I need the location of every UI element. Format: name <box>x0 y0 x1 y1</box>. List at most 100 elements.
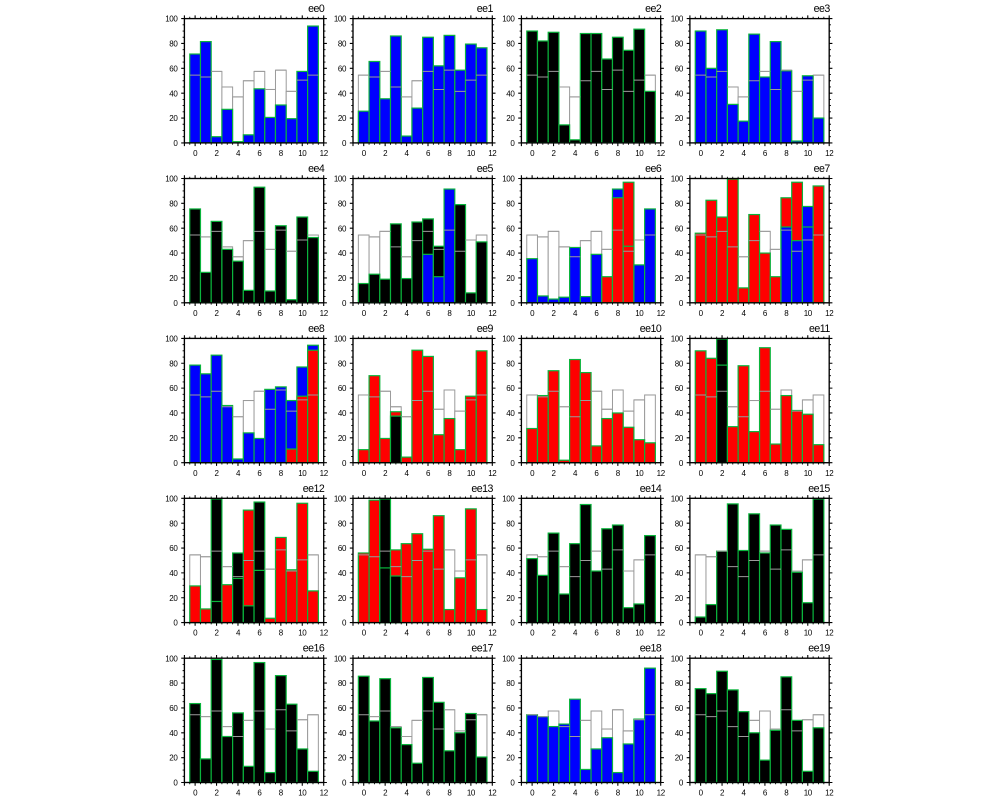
svg-text:40: 40 <box>675 409 684 418</box>
svg-text:20: 20 <box>169 594 178 603</box>
svg-text:6: 6 <box>763 309 768 318</box>
svg-text:2: 2 <box>552 789 557 798</box>
svg-text:2: 2 <box>552 309 557 318</box>
svg-text:0: 0 <box>342 459 347 468</box>
svg-text:80: 80 <box>338 199 347 208</box>
svg-text:6: 6 <box>257 629 262 638</box>
svg-text:2: 2 <box>720 309 725 318</box>
svg-text:0: 0 <box>510 299 515 308</box>
svg-text:8: 8 <box>279 789 284 798</box>
svg-text:80: 80 <box>675 359 684 368</box>
svg-text:12: 12 <box>657 309 666 318</box>
svg-text:ee0: ee0 <box>308 3 325 15</box>
svg-text:0: 0 <box>173 619 178 628</box>
svg-text:40: 40 <box>338 409 347 418</box>
svg-text:40: 40 <box>169 569 178 578</box>
svg-text:10: 10 <box>635 149 644 158</box>
svg-text:0: 0 <box>193 149 198 158</box>
svg-text:0: 0 <box>342 779 347 788</box>
svg-text:0: 0 <box>699 629 704 638</box>
svg-text:20: 20 <box>338 434 347 443</box>
svg-text:40: 40 <box>169 409 178 418</box>
svg-text:60: 60 <box>675 704 684 713</box>
svg-text:8: 8 <box>447 629 452 638</box>
svg-text:6: 6 <box>257 309 262 318</box>
svg-text:100: 100 <box>334 654 347 663</box>
svg-text:20: 20 <box>338 754 347 763</box>
svg-text:12: 12 <box>657 469 666 478</box>
svg-text:10: 10 <box>635 469 644 478</box>
svg-text:0: 0 <box>193 469 198 478</box>
svg-text:60: 60 <box>338 224 347 233</box>
svg-text:ee8: ee8 <box>308 323 325 335</box>
svg-text:10: 10 <box>804 469 813 478</box>
svg-text:20: 20 <box>675 114 684 123</box>
svg-text:4: 4 <box>236 629 241 638</box>
svg-text:80: 80 <box>675 519 684 528</box>
svg-text:4: 4 <box>405 469 410 478</box>
svg-text:80: 80 <box>506 199 515 208</box>
svg-text:4: 4 <box>741 789 746 798</box>
svg-text:ee1: ee1 <box>477 3 494 15</box>
svg-text:4: 4 <box>741 629 746 638</box>
svg-text:60: 60 <box>675 544 684 553</box>
svg-text:6: 6 <box>594 469 599 478</box>
svg-text:12: 12 <box>320 469 329 478</box>
svg-text:0: 0 <box>193 789 198 798</box>
svg-text:8: 8 <box>447 789 452 798</box>
svg-text:100: 100 <box>502 335 515 344</box>
svg-text:0: 0 <box>173 139 178 148</box>
svg-text:12: 12 <box>488 789 497 798</box>
svg-text:80: 80 <box>338 359 347 368</box>
svg-text:80: 80 <box>506 519 515 528</box>
svg-text:8: 8 <box>784 469 789 478</box>
svg-text:0: 0 <box>193 309 198 318</box>
svg-text:12: 12 <box>825 149 834 158</box>
svg-text:0: 0 <box>193 629 198 638</box>
svg-text:ee7: ee7 <box>814 163 831 175</box>
svg-text:10: 10 <box>635 789 644 798</box>
svg-text:2: 2 <box>215 469 220 478</box>
svg-text:0: 0 <box>679 299 684 308</box>
svg-text:2: 2 <box>720 149 725 158</box>
svg-text:ee9: ee9 <box>477 323 494 335</box>
svg-text:8: 8 <box>616 629 621 638</box>
svg-text:40: 40 <box>506 89 515 98</box>
svg-text:2: 2 <box>552 629 557 638</box>
svg-text:2: 2 <box>720 469 725 478</box>
svg-text:80: 80 <box>506 359 515 368</box>
svg-text:6: 6 <box>426 309 431 318</box>
svg-text:2: 2 <box>552 469 557 478</box>
svg-text:80: 80 <box>338 679 347 688</box>
svg-text:40: 40 <box>506 569 515 578</box>
svg-text:ee16: ee16 <box>303 643 325 655</box>
svg-text:0: 0 <box>530 149 535 158</box>
svg-text:20: 20 <box>338 594 347 603</box>
svg-text:6: 6 <box>257 789 262 798</box>
svg-text:60: 60 <box>338 704 347 713</box>
svg-text:6: 6 <box>594 149 599 158</box>
svg-text:80: 80 <box>169 519 178 528</box>
svg-text:20: 20 <box>338 114 347 123</box>
svg-text:0: 0 <box>679 459 684 468</box>
svg-text:80: 80 <box>338 40 347 49</box>
svg-text:60: 60 <box>506 64 515 73</box>
svg-text:12: 12 <box>825 629 834 638</box>
svg-text:40: 40 <box>675 729 684 738</box>
svg-text:20: 20 <box>506 434 515 443</box>
svg-text:4: 4 <box>573 309 578 318</box>
svg-text:8: 8 <box>784 629 789 638</box>
svg-text:10: 10 <box>804 789 813 798</box>
svg-text:0: 0 <box>173 459 178 468</box>
svg-text:20: 20 <box>169 274 178 283</box>
svg-text:10: 10 <box>635 309 644 318</box>
svg-text:12: 12 <box>825 789 834 798</box>
svg-text:60: 60 <box>169 544 178 553</box>
svg-text:100: 100 <box>334 15 347 24</box>
svg-text:2: 2 <box>552 149 557 158</box>
svg-text:2: 2 <box>215 309 220 318</box>
svg-text:20: 20 <box>506 754 515 763</box>
svg-text:0: 0 <box>530 789 535 798</box>
svg-text:0: 0 <box>362 629 367 638</box>
svg-text:10: 10 <box>298 629 307 638</box>
